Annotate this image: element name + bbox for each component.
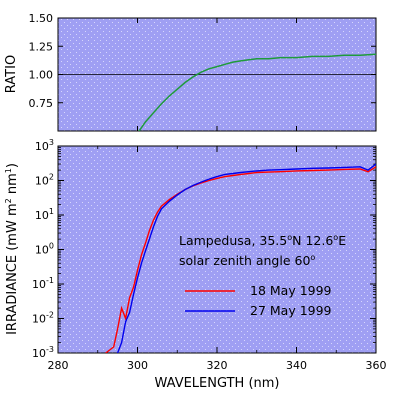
ratio-y-tick-label: 1.00 — [29, 69, 54, 82]
irradiance-y-tick-label: 10-2 — [32, 311, 54, 326]
irradiance-y-axis-label: IRRADIANCE (mW m2 nm1) — [4, 163, 20, 335]
irradiance-y-ticks: 103 102 101 100 10-1 10-2 10-3 — [32, 138, 376, 360]
legend-label-18-may: 18 May 1999 — [250, 283, 332, 298]
legend: 18 May 1999 27 May 1999 — [185, 283, 332, 318]
legend-label-27-may: 27 May 1999 — [250, 303, 332, 318]
irradiance-series-line — [116, 163, 376, 353]
irradiance-plot-area — [57, 145, 377, 354]
ratio-series-line — [138, 53, 376, 131]
irradiance-y-tick-label: 10-1 — [32, 276, 54, 291]
ratio-series — [138, 53, 376, 131]
x-tick-label: 320 — [207, 359, 228, 372]
x-axis-label: WAVELENGTH (nm) — [155, 376, 280, 391]
x-tick-label: 280 — [48, 359, 69, 372]
ratio-panel: 1.50 1.25 1.00 0.75 RATIO — [4, 12, 377, 132]
irradiance-y-tick-label: 103 — [35, 138, 54, 153]
irradiance-series — [105, 163, 376, 353]
ratio-y-axis-label: RATIO — [4, 55, 19, 93]
site-annotation: Lampedusa, 35.5oN 12.6oE — [179, 233, 346, 248]
irradiance-panel: 103 102 101 100 10-1 10-2 10-3 280 300 320 340 360… — [4, 138, 387, 391]
x-tick-label: 360 — [366, 359, 387, 372]
irradiance-y-tick-label: 10-3 — [32, 345, 54, 360]
ratio-y-tick-label: 1.50 — [29, 12, 54, 25]
irradiance-y-tick-label: 102 — [35, 173, 54, 188]
ratio-y-ticks: 1.50 1.25 1.00 0.75 — [29, 12, 377, 131]
x-tick-label: 300 — [127, 359, 148, 372]
x-tick-label: 340 — [286, 359, 307, 372]
zenith-annotation: solar zenith angle 60o — [179, 253, 315, 268]
irradiance-y-tick-label: 100 — [35, 242, 54, 257]
ratio-y-tick-label: 0.75 — [29, 97, 54, 110]
irradiance-y-tick-label: 101 — [35, 207, 54, 222]
ratio-y-tick-label: 1.25 — [29, 40, 54, 53]
irradiance-x-ticks: 280 300 320 340 360 — [48, 146, 387, 372]
